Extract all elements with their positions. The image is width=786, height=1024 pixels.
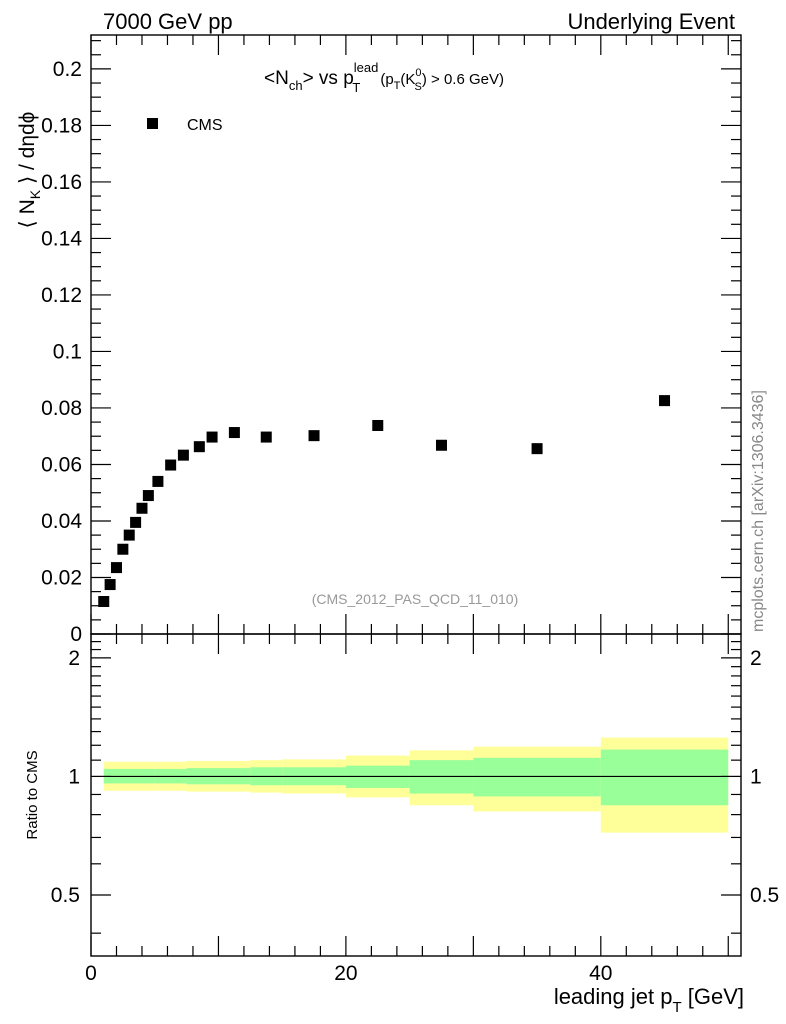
cms-data-point [372,419,384,431]
cms-data-point [177,449,189,461]
x-tick-label: 0 [85,962,97,985]
main-y-tick-label: 0.14 [41,227,82,250]
main-y-tick-label: 0.04 [41,510,82,533]
inner-uncertainty-band [600,749,729,806]
inner-uncertainty-band [473,757,601,797]
x-tick-labels: 0 20 40 [85,962,612,985]
x-axis-label: leading jet pT [GeV] [554,984,744,1016]
ratio-panel-frame [90,633,742,957]
main-y-tick-label: 0.2 [53,58,82,81]
cms-data-point [130,516,142,528]
main-y-tick-label: 0.02 [41,566,82,589]
plot-title: <Nch> vs plead T (pT(K0 S) > 0.6 GeV) [264,60,504,95]
cms-data-point [165,459,177,471]
ratio-y-tick-label-right: 2 [750,647,762,670]
main-y-tick-label: 0.08 [41,397,82,420]
cms-data-point [260,431,272,443]
x-tick-label: 20 [334,962,357,985]
uncertainty-bands [103,737,729,833]
ratio-y-tick-label-left: 0.5 [51,884,80,907]
ratio-y-tick-label-left: 1 [68,765,80,788]
main-y-tick-label: 0.16 [41,171,82,194]
cms-data-point [435,439,447,451]
cms-data-point [123,529,135,541]
cms-data-point [193,441,205,453]
ratio-y-tick-label-right: 1 [750,765,762,788]
cms-data-point [98,596,110,608]
cms-data-point [531,443,543,455]
cms-data-point [206,431,218,443]
cms-data-point [659,395,671,407]
ratio-panel: 0.5 0.5 1 1 2 2 0 20 40 [51,633,779,985]
mcplots-watermark: mcplots.cern.ch [arXiv:1306.3436] [750,390,767,632]
main-panel: 0 0.02 0.04 0.06 0.08 0.1 0.12 0.14 0.16 0.18 0.2 [41,34,742,646]
main-y-tick-label: 0.12 [41,284,82,307]
ratio-y-tick-labels: 0.5 0.5 1 1 2 2 [51,647,779,907]
cms-data-point [117,543,129,555]
main-y-tick-labels: 0 0.02 0.04 0.06 0.08 0.1 0.12 0.14 0.16 0.18 0.2 [41,58,82,646]
ratio-y-tick-label-right: 0.5 [750,884,779,907]
ratio-y-tick-label-left: 2 [68,647,80,670]
legend-marker-cms [147,118,158,129]
legend-label-cms: CMS [187,117,223,134]
header-energy: 7000 GeV pp [103,9,233,34]
x-tick-label: 40 [589,962,612,985]
cms-data-point [142,490,154,502]
cms-data-points [98,395,671,608]
analysis-reference: (CMS_2012_PAS_QCD_11_010) [312,591,519,607]
main-y-tick-label: 0 [70,623,82,646]
cms-data-point [104,579,116,591]
cms-data-point [308,430,320,442]
main-y-tick-label: 0.06 [41,453,82,476]
cms-data-point [110,562,122,574]
main-y-tick-label: 0.18 [41,114,82,137]
cms-data-point [228,427,240,439]
main-y-tick-label: 0.1 [53,340,82,363]
cms-data-point [152,475,164,487]
main-y-axis-label: ⟨ NK ⟩ / dηdϕ [16,112,43,229]
main-axis-ticks [90,35,741,635]
cms-data-point [136,502,148,514]
header-process: Underlying Event [567,9,735,34]
ratio-y-axis-label: Ratio to CMS [24,750,41,839]
